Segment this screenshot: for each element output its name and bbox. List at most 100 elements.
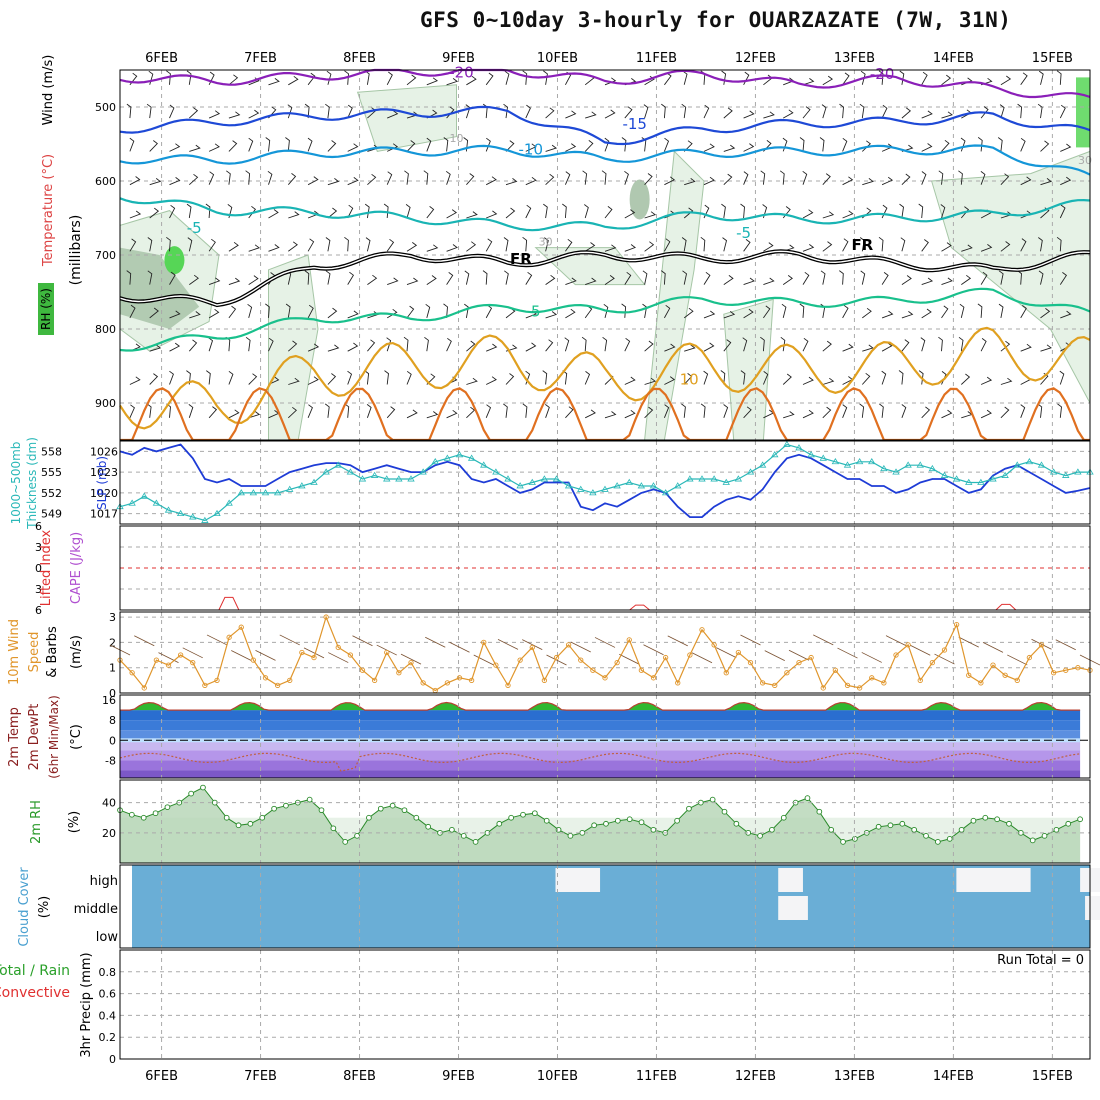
- wind-barb: [941, 409, 953, 419]
- wind-barb: [881, 310, 894, 319]
- upper-ytick-1: 600: [95, 175, 116, 188]
- wind-barb: [681, 403, 686, 418]
- wind-barb: [307, 72, 316, 86]
- wind-barb: [723, 404, 729, 418]
- li-ytick-2: 0: [35, 562, 42, 575]
- wind10-point: [359, 667, 366, 673]
- wind-barb: [189, 274, 199, 285]
- wind-barb: [406, 370, 412, 385]
- thickness-marker: [298, 482, 306, 489]
- rh2m-point: [686, 805, 692, 812]
- wind-barb: [743, 406, 752, 419]
- date-label-bottom-9: 15FEB: [1032, 1069, 1073, 1084]
- wind-barb: [878, 70, 884, 85]
- rh2m-point: [449, 826, 455, 833]
- wind-barb: [584, 242, 596, 252]
- wind-barb: [879, 403, 884, 418]
- temp-axis-label: Temperature (°C): [41, 154, 56, 267]
- wind-barb: [743, 308, 754, 319]
- contour-label-2: -15: [622, 115, 647, 133]
- wind-barb: [604, 206, 613, 219]
- rh2m-point: [757, 832, 763, 839]
- rh2m-point: [354, 832, 360, 839]
- date-label-top-9: 15FEB: [1032, 51, 1073, 66]
- wind-barb: [1038, 70, 1044, 85]
- wind-barb: [466, 377, 478, 385]
- date-label-bottom-4: 10FEB: [537, 1069, 578, 1084]
- wind-barb: [285, 137, 290, 152]
- thickness-marker: [1074, 468, 1082, 475]
- wind-barb: [406, 140, 416, 152]
- wind-barb: [406, 409, 418, 419]
- rh2m-point: [223, 814, 230, 821]
- wind-barb: [1020, 343, 1032, 352]
- wind-barb: [545, 404, 550, 418]
- li-ytick-1: 3: [35, 541, 42, 554]
- date-label-top-7: 13FEB: [834, 51, 875, 66]
- rh2m-point: [638, 819, 645, 826]
- wind-barb: [248, 205, 257, 219]
- wind-barb: [522, 70, 528, 85]
- wind-barb: [247, 303, 253, 319]
- rh-area-peak-1: [1076, 77, 1090, 148]
- wind-barb: [324, 403, 330, 418]
- wind-barb: [466, 75, 477, 86]
- precip-ytick-1: 0.2: [99, 1031, 117, 1044]
- wind-barb: [426, 411, 439, 419]
- wind10-barb: [982, 642, 1004, 653]
- wind-barb: [663, 137, 670, 152]
- wind-barb: [424, 336, 429, 352]
- wind-barb: [641, 137, 647, 152]
- wind10-barb: [667, 635, 688, 647]
- rh2m-point: [342, 839, 349, 845]
- mb-axis-label: (millibars): [68, 215, 84, 286]
- wind-barb: [166, 70, 171, 85]
- wind-barb: [245, 336, 251, 352]
- contour-label-7: FR: [851, 236, 873, 254]
- rh2m-point: [875, 823, 882, 830]
- wind-barb: [505, 178, 518, 186]
- rh2m-point: [840, 839, 846, 845]
- cloud-unit: (%): [37, 896, 52, 919]
- wind-barb: [228, 111, 241, 119]
- wind-barb: [446, 78, 459, 86]
- wind-barb: [918, 203, 924, 219]
- wind10-point: [238, 624, 244, 630]
- thickness-marker: [467, 454, 476, 461]
- slp-ytick-1: 1020: [90, 487, 118, 500]
- t2m-band-0: [120, 730, 1081, 741]
- wind10-point: [966, 672, 972, 678]
- wind-barb: [980, 171, 986, 185]
- rh2m-point: [614, 817, 621, 824]
- wind-barb: [644, 241, 655, 252]
- wind-barb: [386, 337, 392, 352]
- wind-barb: [582, 170, 588, 185]
- rh2m-point: [164, 804, 171, 811]
- rh2m-point: [591, 822, 597, 829]
- wind-barb: [149, 178, 162, 186]
- contour-label-9: 10: [680, 371, 699, 389]
- t2m-line: [120, 701, 1081, 711]
- wind-barb: [782, 275, 793, 285]
- wind-barb: [664, 238, 671, 252]
- wind-barb: [169, 204, 176, 219]
- wind-barb: [740, 370, 746, 385]
- wind-barb: [644, 340, 654, 352]
- wind10-point: [408, 659, 414, 666]
- wind10-point: [226, 634, 232, 640]
- wind-barb: [327, 344, 340, 352]
- wind-barb: [525, 104, 531, 119]
- wind10-point: [772, 682, 778, 689]
- wind-barb: [228, 241, 239, 252]
- wind10-barb: [158, 652, 179, 663]
- thickness-marker: [504, 475, 512, 482]
- wind-barb: [543, 70, 548, 85]
- wind-barb: [443, 303, 448, 318]
- wind-barb: [980, 244, 993, 252]
- wind-barb: [660, 270, 666, 285]
- wind-barb: [367, 274, 378, 285]
- wind-barb: [881, 104, 888, 119]
- wind-barb: [1000, 173, 1010, 186]
- thickness-marker: [855, 457, 864, 465]
- wind-barb: [307, 376, 319, 385]
